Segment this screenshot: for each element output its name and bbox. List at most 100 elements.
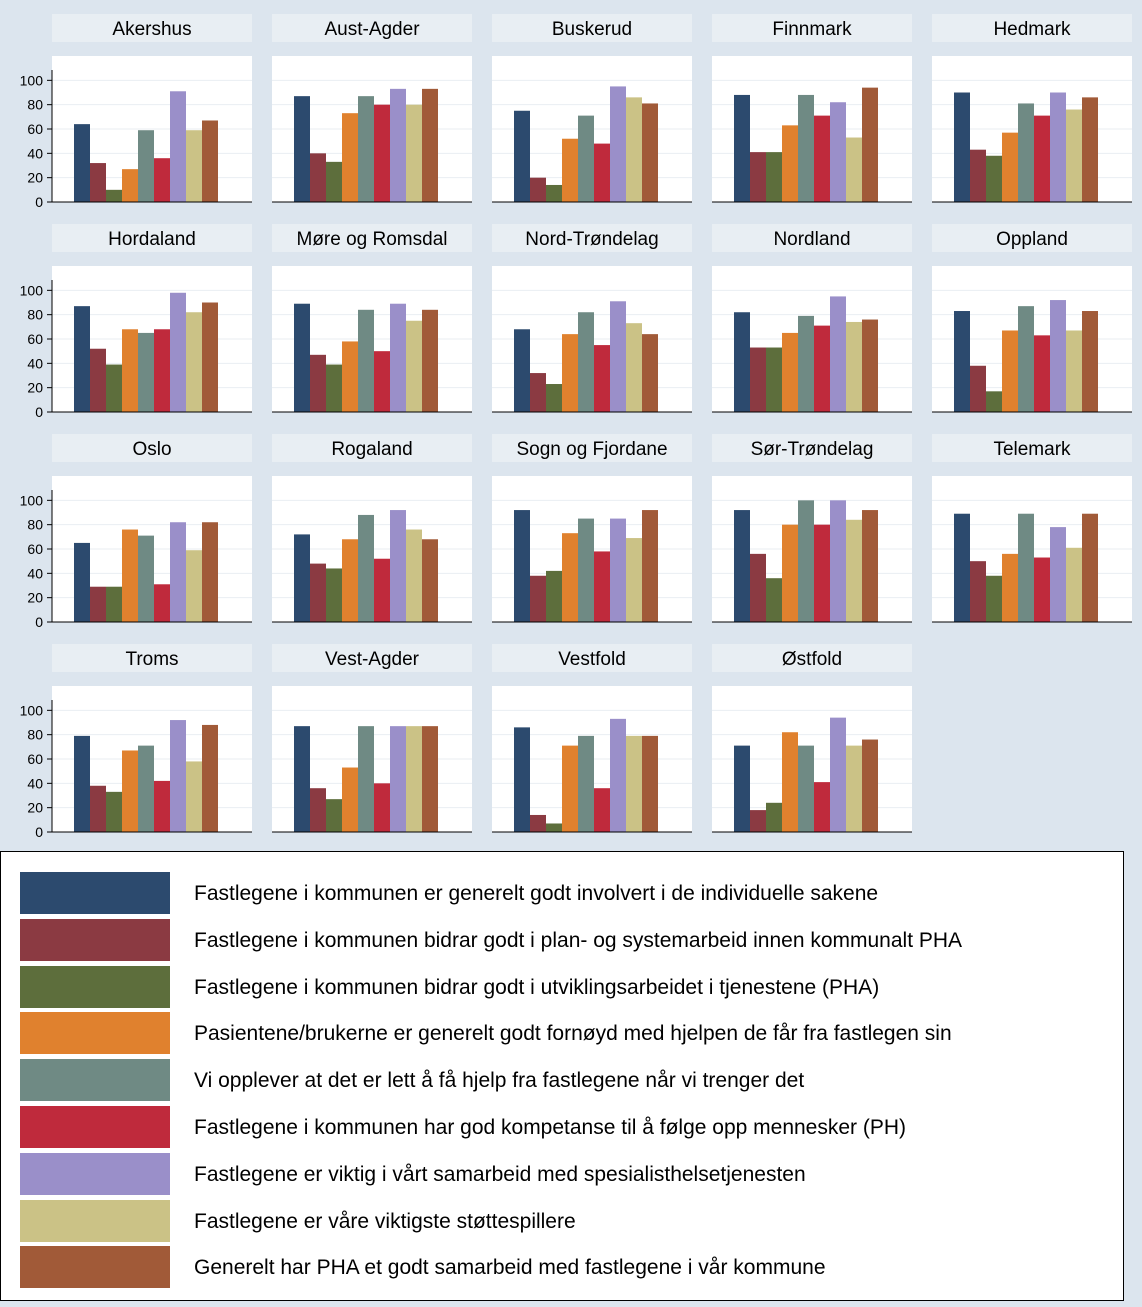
y-tick-label: 0 bbox=[35, 404, 43, 420]
bar bbox=[530, 814, 546, 832]
legend-item: Fastlegene i kommunen har god kompetanse… bbox=[1, 1106, 1123, 1150]
y-tick-label: 20 bbox=[27, 380, 43, 396]
bar bbox=[610, 718, 626, 832]
bar bbox=[202, 120, 218, 202]
panel-aust-agder: Aust-Agder bbox=[272, 14, 472, 203]
bar bbox=[390, 510, 406, 622]
bar bbox=[798, 315, 814, 412]
bar bbox=[310, 153, 326, 202]
legend-label: Fastlegene i kommunen bidrar godt i plan… bbox=[194, 928, 963, 952]
bar bbox=[750, 553, 766, 622]
panel-title: Østfold bbox=[782, 649, 842, 670]
panel-sogn-og-fjordane: Sogn og Fjordane bbox=[492, 434, 692, 623]
bar bbox=[90, 785, 106, 832]
bar bbox=[546, 570, 562, 622]
bar bbox=[122, 169, 138, 202]
bar bbox=[326, 364, 342, 412]
bar bbox=[358, 309, 374, 412]
panel-title-strip bbox=[492, 434, 692, 462]
bar bbox=[374, 558, 390, 622]
legend-label: Vi opplever at det er lett å få hjelp fr… bbox=[194, 1069, 805, 1093]
bar bbox=[514, 727, 530, 832]
panel-title-strip bbox=[272, 434, 472, 462]
bar bbox=[578, 115, 594, 202]
bar bbox=[186, 761, 202, 832]
bar bbox=[342, 539, 358, 622]
bar bbox=[186, 312, 202, 412]
panel-title-strip bbox=[52, 644, 252, 672]
bar bbox=[202, 724, 218, 832]
bar bbox=[954, 513, 970, 622]
bar bbox=[750, 347, 766, 412]
panel-title-strip bbox=[52, 434, 252, 462]
bar bbox=[642, 334, 658, 412]
panel-title-strip bbox=[712, 644, 912, 672]
bar bbox=[170, 720, 186, 832]
panel-title-strip bbox=[492, 644, 692, 672]
y-tick-label: 80 bbox=[27, 307, 43, 323]
legend-item: Fastlegene i kommunen er generelt godt i… bbox=[1, 872, 1123, 916]
legend-label: Fastlegene er viktig i vårt samarbeid me… bbox=[194, 1162, 806, 1186]
bar bbox=[626, 97, 642, 202]
bar bbox=[734, 94, 750, 202]
panel-title: Finnmark bbox=[772, 19, 852, 40]
bar bbox=[1050, 92, 1066, 202]
y-tick-label: 0 bbox=[35, 614, 43, 630]
bar bbox=[1066, 330, 1082, 412]
bar bbox=[782, 125, 798, 202]
bar bbox=[1018, 103, 1034, 202]
bar bbox=[986, 575, 1002, 622]
y-tick-label: 100 bbox=[20, 72, 44, 88]
bar bbox=[310, 354, 326, 412]
panel-title: Oppland bbox=[996, 229, 1068, 250]
bar bbox=[374, 104, 390, 202]
bar bbox=[782, 732, 798, 832]
bar bbox=[1034, 335, 1050, 412]
y-tick-label: 40 bbox=[27, 565, 43, 581]
bar bbox=[562, 745, 578, 832]
panel-title-strip bbox=[712, 434, 912, 462]
legend-label: Pasientene/brukerne er generelt godt for… bbox=[194, 1022, 952, 1046]
panel-title: Vest-Agder bbox=[325, 649, 420, 670]
bar bbox=[846, 745, 862, 832]
y-tick-label: 60 bbox=[27, 331, 43, 347]
bar bbox=[610, 86, 626, 202]
panel-title: Oslo bbox=[132, 439, 171, 460]
panel-finnmark: Finnmark bbox=[712, 14, 912, 203]
bar bbox=[562, 334, 578, 412]
bar bbox=[170, 91, 186, 202]
legend-item: Generelt har PHA et godt samarbeid med f… bbox=[1, 1246, 1123, 1290]
bar bbox=[342, 113, 358, 202]
bar bbox=[530, 575, 546, 622]
panel-title-strip bbox=[932, 434, 1132, 462]
bar bbox=[862, 319, 878, 412]
panel-title: Troms bbox=[125, 649, 178, 670]
bar bbox=[782, 524, 798, 622]
bar bbox=[1082, 311, 1098, 412]
panel-title: Telemark bbox=[993, 439, 1071, 460]
legend-item: Fastlegene i kommunen bidrar godt i utvi… bbox=[1, 965, 1123, 1010]
panel-title-strip bbox=[52, 224, 252, 252]
panel-title: Akershus bbox=[112, 19, 191, 40]
y-tick-label: 60 bbox=[27, 121, 43, 137]
legend-swatch bbox=[20, 965, 170, 1008]
legend-label: Fastlegene i kommunen bidrar godt i utvi… bbox=[194, 975, 880, 999]
panel-rogaland: Rogaland bbox=[272, 434, 472, 623]
panel-title-strip bbox=[932, 14, 1132, 42]
bar bbox=[766, 347, 782, 412]
bar bbox=[310, 563, 326, 622]
panel-title: Hordaland bbox=[108, 229, 196, 250]
panel-nordland: Nordland bbox=[712, 224, 912, 413]
bar bbox=[578, 312, 594, 412]
panel-oppland: Oppland bbox=[932, 224, 1132, 413]
bar bbox=[1018, 306, 1034, 412]
bar bbox=[326, 161, 342, 202]
legend-label: Fastlegene er våre viktigste støttespill… bbox=[194, 1209, 576, 1233]
panel-title: Aust-Agder bbox=[324, 19, 420, 40]
bar bbox=[626, 538, 642, 622]
bar bbox=[390, 88, 406, 202]
y-tick-label: 80 bbox=[27, 727, 43, 743]
bar bbox=[814, 782, 830, 832]
bar bbox=[326, 799, 342, 832]
bar bbox=[954, 92, 970, 202]
